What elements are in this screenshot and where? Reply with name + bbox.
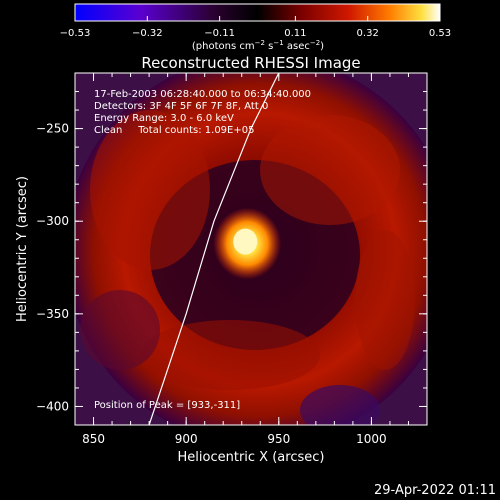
flare-peak [213,207,282,280]
colorbar [75,4,440,21]
x-tick-label: 900 [175,432,198,446]
x-tick-label: 950 [267,432,290,446]
footer-date: 29-Apr-2022 01:11 [374,483,496,498]
peak-position-label: Position of Peak = [933,-311] [94,400,240,411]
peak-core [233,228,258,255]
image-area [75,73,427,425]
chart-title: Reconstructed RHESSI Image [141,54,360,72]
colorbar-ticks [74,16,441,21]
colorbar-units: (photons cm−2 s−1 asec−2) [192,39,324,52]
y-tick-label: −350 [36,307,69,321]
colorbar-tick-label: −0.11 [204,28,235,39]
y-tick-labels: −400 −350 −300 −250 [36,122,69,414]
colorbar-tick-labels: −0.53 −0.32 −0.11 0.11 0.32 0.53 [60,28,451,39]
x-tick-label: 1000 [356,432,387,446]
y-tick-label: −250 [36,122,69,136]
colorbar-tick-label: 0.11 [284,28,306,39]
colorbar-tick-label: −0.53 [60,28,91,39]
x-tick-labels: 850 900 950 1000 [82,432,387,446]
y-tick-label: −400 [36,399,69,413]
x-tick-label: 850 [82,432,105,446]
colorbar-tick-label: −0.32 [132,28,163,39]
colorbar-tick-label: 0.32 [357,28,379,39]
y-axis-label: Heliocentric Y (arcsec) [15,176,30,322]
annotation-time-range: 17-Feb-2003 06:28:40.000 to 06:34:40.000 [94,89,311,100]
annotation-energy-range: Energy Range: 3.0 - 6.0 keV [94,113,234,124]
annotation-clean-counts: Clean Total counts: 1.09E+05 [94,125,254,136]
axis-ticks [75,73,427,425]
plot-frame [74,72,428,426]
annotation-detectors: Detectors: 3F 4F 5F 6F 7F 8F, Att 0 [94,101,268,112]
x-axis-label: Heliocentric X (arcsec) [178,450,325,465]
y-tick-label: −300 [36,214,69,228]
colorbar-tick-label: 0.53 [429,28,451,39]
solar-limb-curve [148,73,280,425]
